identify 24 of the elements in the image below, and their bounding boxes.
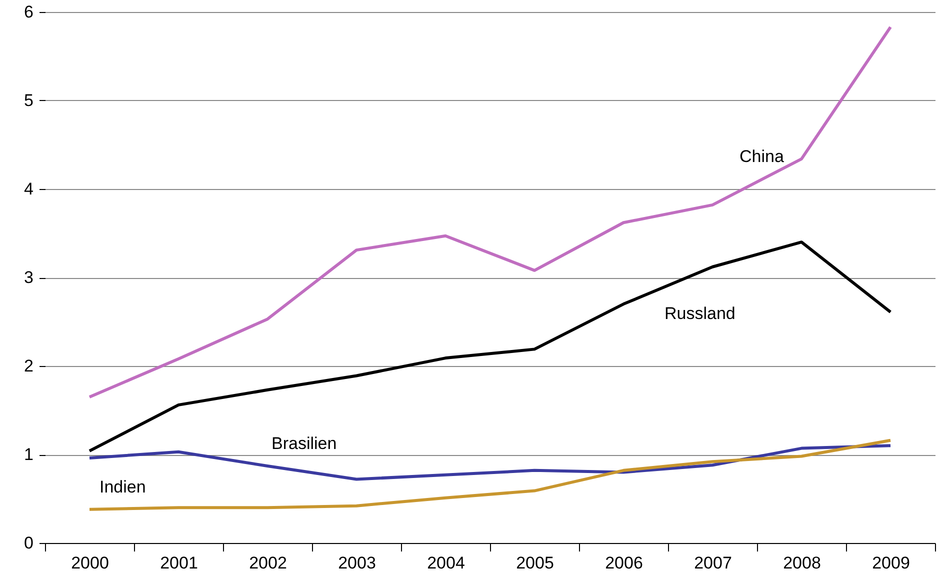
- x-tick-label: 2003: [338, 554, 376, 572]
- x-tick-label: 2002: [249, 554, 287, 572]
- y-tick-label: 2: [24, 356, 34, 376]
- x-tick-label: 2006: [605, 554, 643, 572]
- x-tick-label: 2009: [872, 554, 910, 572]
- y-tick-label: 0: [24, 534, 34, 552]
- y-tick-label: 6: [24, 2, 34, 22]
- y-tick-label: 5: [24, 91, 34, 110]
- line-series: [88, 26, 892, 398]
- series-label: Brasilien: [272, 434, 337, 454]
- line-series: [88, 240, 892, 452]
- y-tick-label: 1: [24, 445, 34, 464]
- x-tick-label: 2001: [160, 554, 198, 572]
- y-tick-label: 4: [24, 180, 34, 198]
- x-tick-label: 2005: [516, 554, 554, 572]
- series-label: China: [740, 146, 784, 166]
- series-label: Russland: [664, 304, 736, 324]
- x-tick-label: 2008: [783, 554, 821, 572]
- x-tick-label: 2007: [694, 554, 732, 572]
- series-label: Indien: [100, 477, 146, 496]
- x-tick-label: 2000: [71, 554, 109, 572]
- y-tick-label: 3: [24, 268, 34, 287]
- line-series: [88, 438, 892, 511]
- x-tick-label: 2004: [427, 554, 465, 572]
